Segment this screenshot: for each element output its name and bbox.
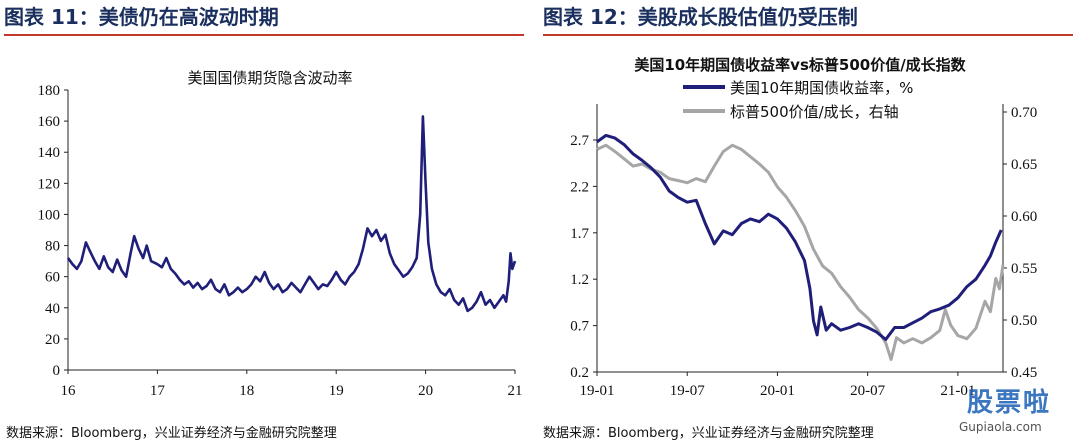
- chart1-y-tick-label: 160: [38, 114, 61, 130]
- chart1-y-tick-label: 80: [45, 239, 60, 255]
- chart2-x-tick-label: 19-07: [670, 383, 705, 399]
- chart1-series-line: [66, 115, 517, 313]
- chart2-title: 美国10年期国债收益率vs标普500价值/成长指数: [634, 56, 966, 74]
- chart2-left-tick-label: 2.2: [570, 179, 589, 195]
- chart2-left-tick-label: 1.7: [570, 226, 589, 242]
- chart2-right-tick-label: 0.45: [1011, 365, 1037, 381]
- figure-12-source: 数据来源：Bloomberg，兴业证券经济与金融研究院整理: [543, 426, 874, 441]
- chart2-right-tick-label: 0.65: [1011, 157, 1037, 173]
- chart2-left-tick-label: 2.7: [570, 133, 589, 149]
- chart1-y-tick-label: 100: [38, 207, 61, 223]
- chart1-y-tick-label: 120: [38, 176, 61, 192]
- chart1-y-tick-label: 60: [45, 270, 60, 286]
- chart1-x-tick-label: 19: [329, 383, 344, 399]
- figure-12-title: 图表 12：美股成长股估值仍受压制: [543, 5, 858, 29]
- chart2-legend: 美国10年期国债收益率，% 标普500价值/成长，右轴: [683, 79, 913, 121]
- chart2-right-tick-label: 0.50: [1011, 313, 1037, 329]
- watermark-text: 股票啦: [967, 388, 1052, 418]
- figure-11-rule: [4, 34, 524, 36]
- chart1-y-tick-label: 0: [53, 363, 61, 379]
- legend-label-yield: 美国10年期国债收益率，%: [730, 79, 913, 97]
- legend-label-value-growth: 标普500价值/成长，右轴: [730, 103, 899, 121]
- chart2-right-tick-label: 0.55: [1011, 261, 1037, 277]
- chart1-x-tick-label: 17: [150, 383, 166, 399]
- chart1-x-tick-label: 18: [239, 383, 254, 399]
- chart2-x-tick-label: 19-01: [580, 383, 615, 399]
- volatility-chart: 美国国债期货隐含波动率 0 20 40 60 80 100 120 140 160 180 16 1…: [38, 69, 523, 399]
- watermark-url: Gupiaola.com: [959, 420, 1042, 434]
- chart2-right-tick-label: 0.60: [1011, 209, 1037, 225]
- chart1-x-tick-label: 16: [61, 383, 77, 399]
- chart1-y-tick-label: 140: [38, 145, 61, 161]
- chart2-right-tick-label: 0.70: [1011, 105, 1037, 121]
- chart2-yield-line: [596, 133, 1003, 341]
- chart1-x-tick-label: 21: [508, 383, 523, 399]
- chart2-value-growth-line: [596, 143, 1005, 361]
- chart1-y-tick-label: 20: [45, 332, 60, 348]
- chart2-x-tick-label: 21-01: [940, 383, 975, 399]
- figure-11-source: 数据来源：Bloomberg，兴业证券经济与金融研究院整理: [6, 426, 337, 441]
- yield-vs-value-growth-chart: 美国10年期国债收益率vs标普500价值/成长指数 2.7 2.2 1.7 1.2 0.…: [570, 56, 1037, 399]
- chart1-y-tick-label: 180: [38, 83, 61, 99]
- chart2-x-tick-label: 20-07: [850, 383, 885, 399]
- figure-12-rule: [543, 34, 1073, 36]
- chart2-left-tick-label: 0.7: [570, 319, 589, 335]
- watermark-logo: 股票啦 Gupiaola.com: [955, 380, 1079, 446]
- chart1-y-tick-label: 40: [45, 301, 60, 317]
- chart2-left-tick-label: 0.2: [570, 365, 589, 381]
- chart1-x-tick-label: 20: [418, 383, 433, 399]
- chart2-left-tick-label: 1.2: [570, 272, 589, 288]
- chart1-title: 美国国债期货隐含波动率: [187, 69, 352, 87]
- chart2-x-tick-label: 20-01: [760, 383, 795, 399]
- figure-11-title: 图表 11：美债仍在高波动时期: [4, 5, 279, 29]
